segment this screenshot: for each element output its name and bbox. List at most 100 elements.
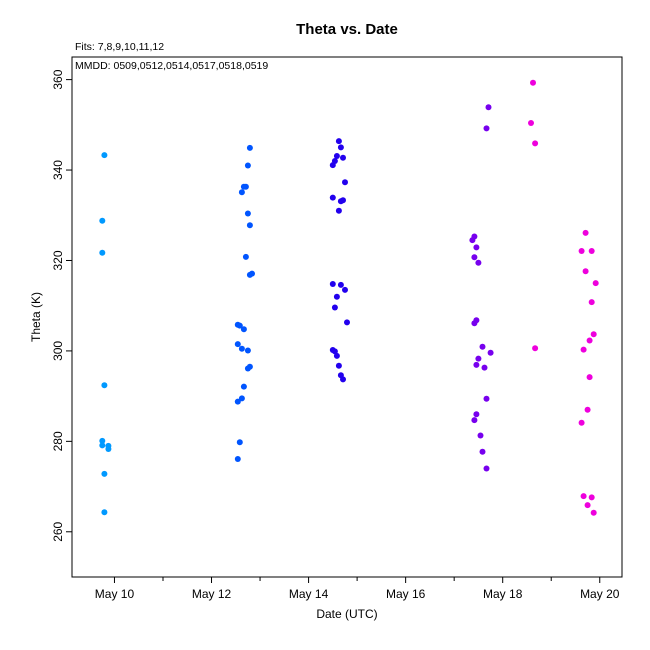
data-point-series-5 [528, 120, 534, 126]
data-point-series-2 [247, 145, 253, 151]
data-point-series-3 [334, 353, 340, 359]
data-point-series-2 [241, 326, 247, 332]
data-point-series-4 [484, 396, 490, 402]
data-point-series-1 [101, 382, 107, 388]
data-point-series-1 [101, 152, 107, 158]
data-point-series-1 [99, 442, 105, 448]
data-point-series-4 [488, 350, 494, 356]
data-point-series-4 [471, 254, 477, 260]
data-point-series-5 [583, 268, 589, 274]
data-points [99, 80, 598, 516]
data-point-series-4 [478, 433, 484, 439]
x-axis: May 10 May 12 May 14 May 16 May 18 May 20 [95, 577, 620, 601]
data-point-series-4 [475, 260, 481, 266]
data-point-series-4 [471, 320, 477, 326]
y-tick-label: 340 [51, 160, 65, 180]
data-point-series-5 [593, 280, 599, 286]
data-point-series-4 [484, 466, 490, 472]
data-point-series-1 [105, 446, 111, 452]
data-point-series-5 [589, 248, 595, 254]
data-point-series-1 [101, 471, 107, 477]
data-point-series-2 [241, 384, 247, 390]
data-point-series-5 [587, 374, 593, 380]
x-tick-label: May 14 [289, 587, 329, 601]
data-point-series-3 [342, 179, 348, 185]
data-point-series-3 [330, 195, 336, 201]
chart-subtitle: Fits: 7,8,9,10,11,12 [75, 41, 164, 53]
data-point-series-4 [484, 125, 490, 131]
data-point-series-5 [589, 299, 595, 305]
data-point-series-3 [340, 376, 346, 382]
data-point-series-3 [336, 138, 342, 144]
data-point-series-2 [245, 211, 251, 217]
data-point-series-2 [241, 184, 247, 190]
data-point-series-5 [591, 331, 597, 337]
data-point-series-1 [101, 509, 107, 515]
y-axis: 260 280 300 320 340 360 [51, 69, 72, 542]
data-point-series-3 [336, 363, 342, 369]
data-point-series-4 [480, 344, 486, 350]
data-point-series-5 [579, 420, 585, 426]
data-point-series-3 [338, 144, 344, 150]
chart-title: Theta vs. Date [296, 21, 398, 38]
data-point-series-4 [469, 237, 475, 243]
data-point-series-2 [237, 439, 243, 445]
data-point-series-3 [334, 294, 340, 300]
data-point-series-3 [338, 198, 344, 204]
data-point-series-4 [480, 449, 486, 455]
y-tick-label: 360 [51, 69, 65, 89]
data-point-series-4 [475, 356, 481, 362]
data-point-series-5 [581, 493, 587, 499]
data-point-series-3 [332, 305, 338, 311]
data-point-series-1 [99, 250, 105, 256]
data-point-series-2 [235, 456, 241, 462]
x-tick-label: May 10 [95, 587, 135, 601]
x-tick-label: May 20 [580, 587, 620, 601]
data-point-series-2 [247, 272, 253, 278]
data-point-series-4 [482, 365, 488, 371]
data-point-series-1 [99, 218, 105, 224]
data-point-series-2 [235, 341, 241, 347]
x-tick-label: May 16 [386, 587, 426, 601]
data-point-series-5 [581, 347, 587, 353]
chart-annotation: MMDD: 0509,0512,0514,0517,0518,0519 [75, 60, 268, 72]
data-point-series-3 [330, 162, 336, 168]
y-tick-label: 300 [51, 341, 65, 361]
data-point-series-5 [585, 502, 591, 508]
data-point-series-5 [587, 338, 593, 344]
data-point-series-2 [245, 163, 251, 169]
data-point-series-3 [340, 155, 346, 161]
y-axis-label: Theta (K) [29, 292, 43, 342]
data-point-series-3 [342, 287, 348, 293]
x-tick-label: May 12 [192, 587, 232, 601]
data-point-series-4 [473, 362, 479, 368]
y-tick-label: 280 [51, 431, 65, 451]
data-point-series-2 [239, 346, 245, 352]
data-point-series-3 [344, 319, 350, 325]
data-point-series-5 [532, 345, 538, 351]
plot-frame [72, 57, 622, 577]
data-point-series-4 [473, 411, 479, 417]
data-point-series-5 [530, 80, 536, 86]
y-tick-label: 260 [51, 521, 65, 541]
data-point-series-2 [239, 189, 245, 195]
data-point-series-2 [245, 348, 251, 354]
data-point-series-3 [338, 282, 344, 288]
data-point-series-5 [589, 494, 595, 500]
x-axis-label: Date (UTC) [316, 607, 377, 621]
data-point-series-5 [591, 510, 597, 516]
data-point-series-2 [243, 254, 249, 260]
data-point-series-3 [336, 208, 342, 214]
data-point-series-5 [583, 230, 589, 236]
data-point-series-2 [245, 366, 251, 372]
data-point-series-2 [235, 399, 241, 405]
data-point-series-4 [486, 104, 492, 110]
data-point-series-5 [585, 407, 591, 413]
data-point-series-5 [579, 248, 585, 254]
data-point-series-3 [330, 281, 336, 287]
data-point-series-2 [247, 222, 253, 228]
data-point-series-4 [471, 417, 477, 423]
data-point-series-4 [473, 244, 479, 250]
x-tick-label: May 18 [483, 587, 523, 601]
